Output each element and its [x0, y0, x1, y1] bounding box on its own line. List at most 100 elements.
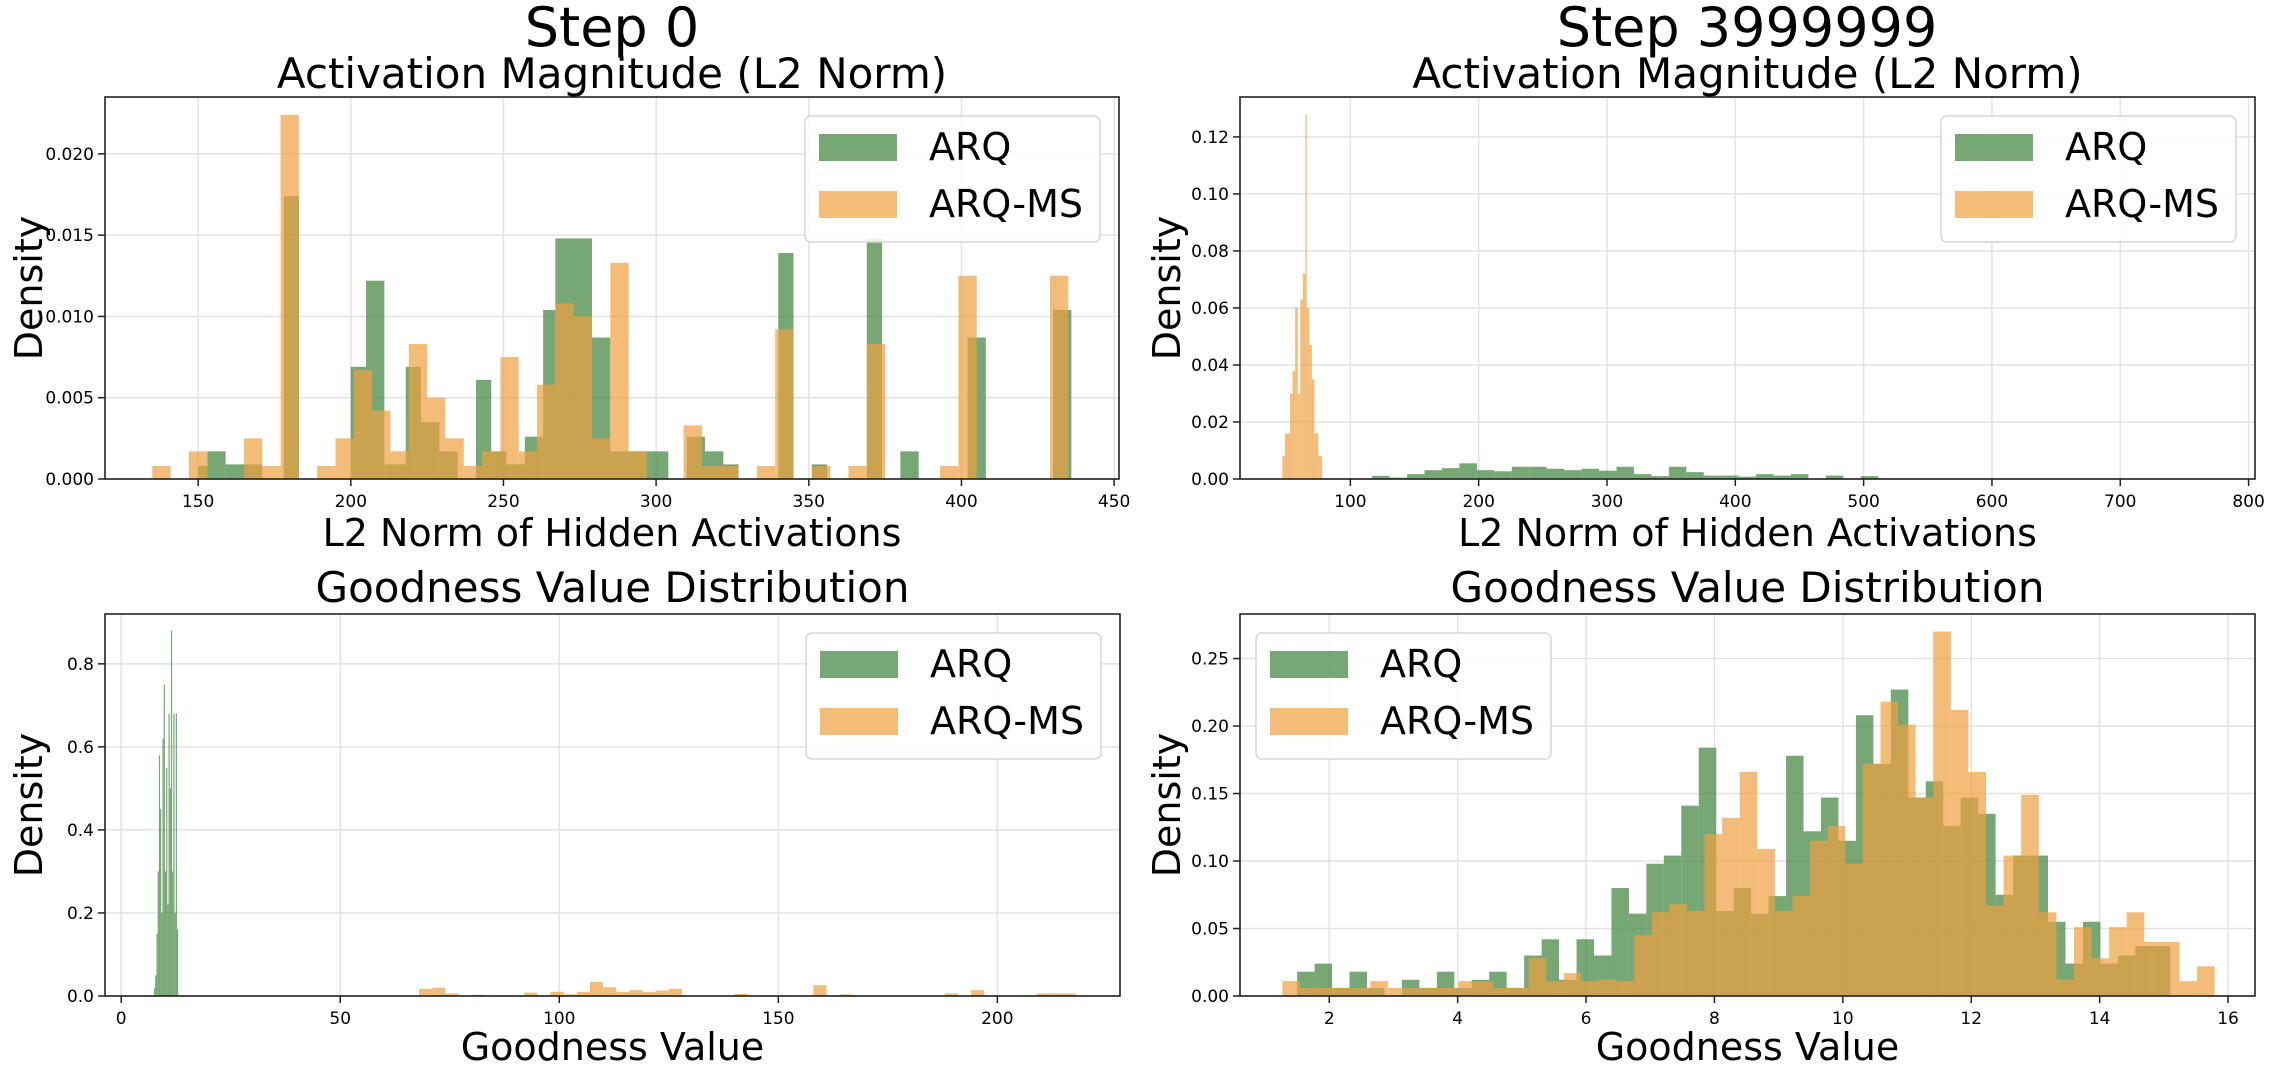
x-tick-label: 200 [1462, 492, 1494, 512]
x-tick-label: 150 [762, 1009, 794, 1029]
histogram-bar-arq-ms [1309, 345, 1312, 479]
x-tick-label: 500 [1847, 492, 1879, 512]
y-tick-label: 0.12 [1191, 128, 1229, 148]
histogram-bar-arq-ms [1285, 433, 1288, 479]
histogram-bar-arq [1599, 471, 1616, 479]
x-axis-label: L2 Norm of Hidden Activations [323, 511, 902, 555]
x-axis-label: Goodness Value [1596, 1025, 1900, 1069]
histogram-bar-arq-ms [152, 466, 170, 479]
histogram-bar-arq-ms [848, 466, 866, 479]
histogram-bar-arq-ms [1290, 393, 1293, 479]
histogram-bar-arq-ms [1511, 988, 1529, 996]
histogram-bar-arq [1425, 470, 1442, 479]
histogram-bar-arq-ms [1305, 114, 1306, 479]
histogram-bar-arq-ms [684, 425, 702, 479]
histogram-bar-arq [1512, 467, 1529, 479]
histogram-bar-arq-ms [390, 451, 408, 479]
histogram-bar-arq [1616, 467, 1633, 479]
legend-label: ARQ [2065, 125, 2147, 169]
histogram-bar-arq [172, 871, 173, 996]
histogram-bar-arq-ms [757, 466, 775, 479]
histogram-bar-arq-ms [1634, 935, 1652, 996]
histogram-bar-arq-ms [720, 466, 738, 479]
histogram-bar-arq-ms [1300, 988, 1318, 996]
x-tick-label: 150 [182, 492, 214, 512]
histogram-bar-arq [156, 934, 157, 996]
x-tick-label: 350 [793, 492, 825, 512]
y-tick-label: 0.10 [1191, 185, 1229, 205]
histogram-bar-arq [1477, 470, 1494, 479]
y-tick-label: 0.020 [45, 145, 94, 165]
histogram-bar-arq [1547, 469, 1564, 479]
x-tick-label: 6 [1581, 1009, 1592, 1029]
histogram-bar-arq [1529, 467, 1546, 479]
histogram-bar-arq-ms [775, 329, 793, 479]
x-tick-label: 0 [116, 1009, 127, 1029]
histogram-bar-arq [167, 905, 168, 996]
legend-label: ARQ [929, 125, 1011, 169]
histogram-bar-arq-ms [1476, 981, 1494, 996]
histogram-bar-arq-ms [1423, 988, 1441, 996]
subplot-title: Goodness Value Distribution [316, 563, 910, 612]
y-axis-label: Density [7, 733, 51, 877]
x-tick-label: 300 [640, 492, 672, 512]
legend-label: ARQ-MS [929, 182, 1083, 226]
histogram-bar-arq [161, 913, 162, 996]
histogram-bar-arq [158, 871, 159, 996]
x-tick-label: 250 [487, 492, 519, 512]
x-tick-label: 14 [2089, 1009, 2111, 1029]
histogram-bar-arq-ms [1951, 710, 1969, 996]
histogram-bar-arq-ms [1493, 988, 1511, 996]
y-axis-label: Density [7, 216, 51, 360]
histogram-bar-arq-ms [519, 451, 537, 479]
histogram-bar-arq [1686, 472, 1703, 479]
histogram-bar-arq-ms [464, 466, 482, 479]
histogram-bar-arq-ms [1287, 433, 1290, 479]
legend: ARQ ARQ-MS [805, 116, 1100, 242]
histogram-bar-arq-ms [1933, 632, 1951, 996]
histogram-bar-arq-ms [940, 466, 958, 479]
histogram-bar-arq-ms [1300, 299, 1303, 479]
subplot-title: Goodness Value Distribution [1451, 563, 2045, 612]
y-axis-label: Density [1145, 733, 1189, 877]
y-tick-label: 0.005 [45, 389, 94, 409]
histogram-bar-arq [1669, 467, 1686, 479]
histogram-bar-arq-ms [1303, 274, 1306, 479]
histogram-bar-arq [162, 739, 163, 996]
histogram-bar-arq-ms [1740, 772, 1758, 996]
y-tick-label: 0.15 [1191, 785, 1229, 805]
histogram-bar-arq [176, 714, 177, 996]
y-tick-label: 0.02 [1191, 413, 1229, 433]
histogram-bar-arq [177, 930, 178, 996]
histogram-bar-arq-ms [1564, 973, 1582, 996]
histogram-bar-arq-ms [1845, 864, 1863, 996]
histogram-bar-arq-ms [1293, 371, 1296, 479]
legend-swatch-arq-ms [819, 191, 897, 218]
x-tick-label: 100 [1334, 492, 1366, 512]
legend-swatch-arq [1270, 651, 1348, 678]
histogram-bar-arq-ms [1880, 702, 1898, 996]
y-tick-label: 0.6 [67, 738, 94, 758]
histogram-bar-arq-ms [1529, 958, 1547, 996]
legend-label: ARQ-MS [1380, 699, 1534, 743]
histogram-bar-arq [154, 988, 155, 996]
histogram-bar-arq-ms [555, 303, 573, 479]
histogram-bar-arq-ms [629, 990, 642, 996]
histogram-bar-arq-ms [1898, 725, 1916, 996]
histogram-bar-arq-ms [482, 451, 500, 479]
x-tick-label: 200 [335, 492, 367, 512]
x-tick-label: 200 [981, 1009, 1013, 1029]
histogram-bar-arq-ms [1863, 764, 1881, 996]
y-tick-label: 0.20 [1191, 717, 1229, 737]
y-tick-label: 0.05 [1191, 920, 1229, 940]
histogram-bar-arq-ms [2162, 942, 2180, 996]
histogram-bar-arq [166, 768, 167, 996]
histogram-bar-arq-ms [2144, 942, 2162, 996]
legend-swatch-arq-ms [1270, 708, 1348, 735]
histogram-bar-arq-ms [1318, 456, 1322, 479]
